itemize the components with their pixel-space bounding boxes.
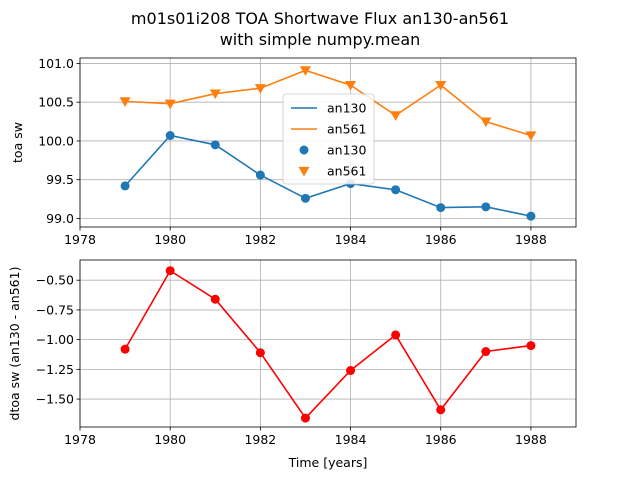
data-point-triangle: [390, 111, 402, 121]
data-point: [346, 366, 356, 376]
data-point: [391, 330, 401, 340]
data-point: [120, 344, 130, 354]
y-tick-label: −1.25: [36, 362, 74, 377]
x-axis-label: Time [years]: [288, 455, 368, 470]
y-tick-label: 100.0: [38, 133, 74, 148]
axes-frame: [79, 259, 577, 428]
data-point: [300, 193, 310, 203]
y-tick-label: −0.75: [36, 302, 74, 317]
data-point: [255, 348, 265, 358]
data-point: [210, 140, 220, 150]
legend-frame: [282, 93, 375, 185]
legend-label: an130: [327, 143, 366, 158]
bottom-axes: 1978 1980 1982 1984 1986 1988 −1.50 −1.25 −1.00 −…: [7, 259, 577, 470]
figure-title-line-2: with simple numpy.mean: [220, 30, 421, 49]
series-line-an130-an561: [124, 269, 532, 420]
y-tick-label: 99.5: [46, 172, 74, 187]
data-point: [120, 181, 130, 191]
data-point: [526, 211, 536, 221]
legend-label: an130: [327, 101, 366, 116]
y-tick-label: −0.50: [36, 273, 74, 288]
y-tick-label: 101.0: [38, 56, 74, 71]
axes-frame: [79, 57, 577, 228]
data-point-triangle: [164, 99, 176, 110]
x-tick-label: 1982: [244, 432, 276, 447]
x-tick-label: 1986: [425, 232, 457, 247]
data-point-triangle: [480, 117, 492, 128]
data-point: [165, 131, 175, 141]
series-line-an561: [125, 69, 532, 137]
data-point: [481, 347, 491, 357]
y-tick-label: −1.00: [36, 332, 74, 347]
data-point: [255, 170, 265, 180]
y-axis-label: toa sw: [10, 122, 25, 163]
legend-label: an561: [327, 164, 366, 179]
data-point: [300, 413, 310, 423]
y-tick-label: −1.50: [36, 392, 74, 407]
x-tick-label: 1978: [64, 432, 96, 447]
data-point: [526, 341, 536, 351]
series-line-an130: [124, 134, 532, 217]
x-tick-label: 1986: [425, 432, 457, 447]
data-point-triangle: [299, 66, 311, 76]
y-tick-label: 99.0: [46, 211, 74, 226]
x-tick-label: 1980: [154, 432, 186, 447]
data-point: [210, 294, 220, 304]
y-axis-label: dtoa sw (an130 - an561): [7, 267, 22, 421]
x-tick-label: 1984: [335, 432, 367, 447]
y-tick-label: 100.5: [38, 95, 74, 110]
data-point: [436, 203, 446, 213]
x-tick-label: 1988: [515, 232, 547, 247]
data-point: [436, 405, 446, 415]
top-axes: 1978 1980 1982 1984 1986 1988 99.0 99.5 100.0 100…: [10, 56, 577, 247]
x-tick-label: 1982: [244, 232, 276, 247]
x-tick-label: 1980: [154, 232, 186, 247]
data-point-triangle: [435, 81, 447, 91]
data-point-triangle: [254, 84, 266, 94]
data-point-triangle: [525, 131, 537, 142]
legend-marker-triangle: [298, 166, 310, 177]
figure-title-line-1: m01s01i208 TOA Shortwave Flux an130-an56…: [131, 9, 509, 28]
data-point-triangle: [345, 81, 357, 91]
x-tick-label: 1988: [515, 432, 547, 447]
data-point: [165, 266, 175, 276]
legend: an130 an561 an130 an561: [282, 93, 375, 185]
legend-label: an561: [327, 122, 366, 137]
data-point: [391, 185, 401, 195]
data-point-triangle: [209, 89, 221, 100]
x-tick-label: 1978: [64, 232, 96, 247]
legend-marker-circle: [299, 145, 309, 155]
x-tick-label: 1984: [335, 232, 367, 247]
data-point: [481, 202, 491, 212]
data-point-triangle: [119, 97, 131, 107]
